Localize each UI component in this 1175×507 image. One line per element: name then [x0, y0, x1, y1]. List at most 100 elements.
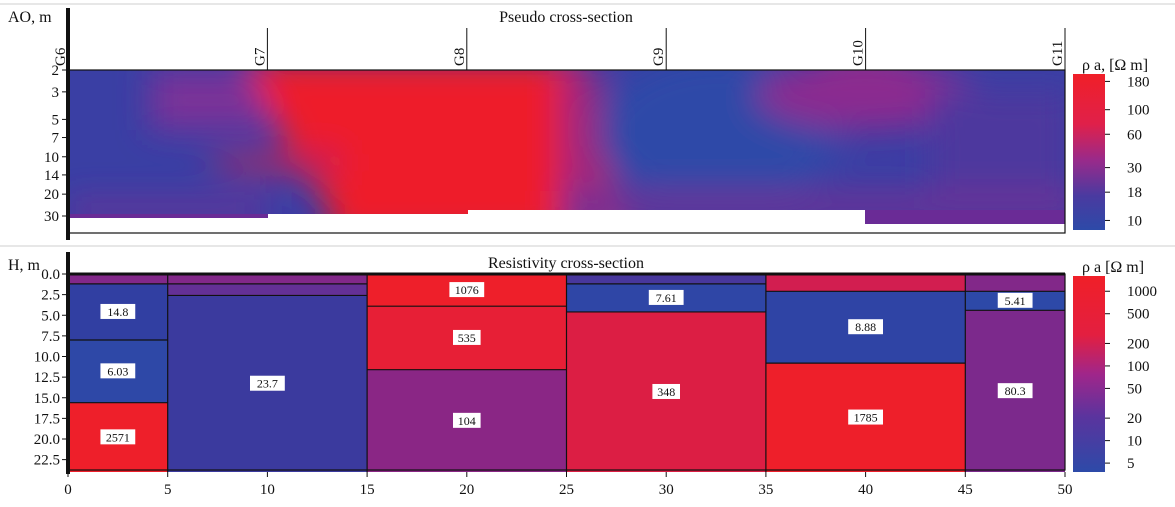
- resistivity-colorbar-tick-label: 10: [1127, 434, 1142, 450]
- layer-label-box: [250, 375, 285, 391]
- layer-label-box: [997, 292, 1033, 308]
- layer-resistivity-label: 104: [458, 414, 476, 428]
- layer-resistivity-label: 5.41: [1005, 294, 1026, 308]
- layer-resistivity-label: 23.7: [257, 377, 278, 391]
- resistivity-layer: [765, 274, 966, 292]
- layer-resistivity-label: 6.03: [107, 364, 128, 378]
- resistivity-x-tick-label: 20: [459, 482, 474, 498]
- resistivity-layer: [68, 274, 168, 284]
- layer-label-box: [453, 329, 481, 345]
- resistivity-colorbar-tick-label: 5: [1127, 456, 1135, 472]
- station-label: G11: [1050, 41, 1066, 66]
- pseudo-y-tick-label: 14: [44, 168, 60, 184]
- resistivity-colorbar-tick-label: 20: [1127, 411, 1142, 427]
- pseudo-station-labels: G6 G7 G8 G9 G10 G11: [53, 28, 1066, 70]
- station-label: G8: [452, 48, 468, 66]
- station-label: G9: [651, 48, 667, 66]
- resistivity-x-tick-label: 10: [260, 482, 275, 498]
- resistivity-y-tick-label: 0.0: [41, 267, 60, 283]
- resistivity-colorbar-tick-label: 1000: [1127, 284, 1157, 300]
- layer-label-box: [100, 429, 136, 445]
- pseudo-y-tick-label: 2: [52, 63, 60, 79]
- layer-label-box: [453, 412, 481, 428]
- layer-resistivity-label: 1076: [455, 283, 479, 297]
- layer-resistivity-label: 14.8: [107, 305, 128, 319]
- pseudo-colorbar-tick-label: 60: [1127, 127, 1142, 143]
- layer-label-box: [848, 409, 883, 425]
- layer-label-box: [652, 383, 680, 399]
- resistivity-y-tick-label: 10.0: [34, 350, 60, 366]
- resistivity-layer: [167, 283, 368, 296]
- resistivity-x-tick-label: 45: [958, 482, 973, 498]
- pseudo-colorbar-tick-label: 18: [1127, 185, 1142, 201]
- resistivity-y-tick-label: 7.5: [41, 329, 60, 345]
- layer-resistivity-label: 80.3: [1005, 384, 1026, 398]
- resistivity-colorbar-ticks: 1000 500 200 100 50 20 10 5: [1105, 284, 1157, 472]
- resistivity-x-tick-label: 15: [360, 482, 375, 498]
- resistivity-y-tick-label: 17.5: [34, 411, 60, 427]
- pseudo-colorbar-title: ρ a, [Ω m]: [1082, 57, 1148, 74]
- pseudo-colorbar-tick-label: 180: [1127, 74, 1150, 90]
- resistivity-section-panel: Resistivity cross-section H, m 14.8 6.03 2…: [0, 245, 1175, 498]
- resistivity-y-tick-label: 15.0: [34, 391, 60, 407]
- layer-resistivity-label: 535: [458, 331, 476, 345]
- resistivity-colorbar-tick-label: 100: [1127, 359, 1150, 375]
- resistivity-colorbar-tick-label: 200: [1127, 336, 1150, 352]
- resistivity-colorbar: [1073, 276, 1105, 472]
- station-label: G6: [53, 47, 69, 66]
- pseudo-y-tick-label: 20: [44, 187, 59, 203]
- resistivity-colorbar-tick-label: 500: [1127, 307, 1150, 323]
- resistivity-x-tick-label: 30: [659, 482, 674, 498]
- layer-label-box: [848, 319, 883, 335]
- station-label: G10: [851, 40, 867, 66]
- resistivity-x-tick-label: 25: [559, 482, 574, 498]
- resistivity-x-ticks: 0 5 10 15 20 25 30 35 40 45 50: [64, 472, 1073, 498]
- resistivity-layer: [167, 274, 368, 284]
- pseudo-heatmap: [68, 70, 1065, 240]
- layer-label-box: [100, 303, 136, 319]
- resistivity-colorbar-title: ρ a [Ω m]: [1082, 259, 1144, 276]
- resistivity-layer: [566, 274, 766, 284]
- pseudo-y-ticks: 2 3 5 7 10 14 20 30: [44, 63, 68, 225]
- station-label: G7: [252, 47, 268, 66]
- resistivity-x-tick-label: 35: [758, 482, 773, 498]
- resistivity-x-tick-label: 40: [858, 482, 873, 498]
- resistivity-y-axis-label: H, m: [8, 257, 41, 274]
- pseudo-y-axis-label: AO, m: [8, 9, 52, 26]
- layer-label-box: [648, 289, 684, 305]
- resistivity-layer: [965, 274, 1065, 292]
- pseudo-colorbar-tick-label: 30: [1127, 161, 1142, 177]
- pseudo-colorbar: [1073, 74, 1105, 230]
- layer-resistivity-label: 8.88: [855, 320, 876, 334]
- resistivity-colorbar-tick-label: 50: [1127, 381, 1142, 397]
- resistivity-x-tick-label: 0: [64, 482, 72, 498]
- pseudo-y-tick-label: 10: [44, 150, 59, 166]
- pseudo-y-tick-label: 5: [52, 112, 60, 128]
- layer-resistivity-label: 348: [657, 385, 675, 399]
- layer-label-box: [997, 383, 1033, 399]
- layer-resistivity-label: 1785: [854, 411, 878, 425]
- layer-label-box: [449, 282, 485, 298]
- pseudo-y-tick-label: 30: [44, 209, 59, 225]
- resistivity-y-tick-label: 5.0: [41, 308, 60, 324]
- pseudo-y-tick-label: 3: [52, 85, 60, 101]
- pseudo-y-tick-label: 7: [52, 131, 60, 147]
- layer-label-box: [100, 363, 136, 379]
- resistivity-y-ticks: 0.0 2.5 5.0 7.5 10.0 12.5 15.0 17.5 20.0 22.5: [34, 267, 68, 469]
- resistivity-layer-labels: 14.8 6.03 2571 23.7 1076 535 104 7.61 348 8.88 178…: [100, 282, 1033, 445]
- resistivity-title: Resistivity cross-section: [488, 255, 644, 272]
- resistivity-layers: [68, 274, 1065, 472]
- resistivity-y-tick-label: 12.5: [34, 370, 60, 386]
- layer-resistivity-label: 2571: [106, 430, 130, 444]
- pseudo-section-panel: Pseudo cross-section AO, m: [0, 3, 1175, 240]
- layer-resistivity-label: 7.61: [656, 291, 677, 305]
- pseudo-title: Pseudo cross-section: [499, 9, 633, 26]
- resistivity-x-tick-label: 5: [164, 482, 172, 498]
- resistivity-y-tick-label: 22.5: [34, 453, 60, 469]
- resistivity-y-tick-label: 20.0: [34, 432, 60, 448]
- pseudo-colorbar-tick-label: 10: [1127, 213, 1142, 229]
- pseudo-colorbar-ticks: 180 100 60 30 18 10: [1105, 74, 1150, 229]
- resistivity-x-tick-label: 50: [1058, 482, 1073, 498]
- resistivity-y-tick-label: 2.5: [41, 288, 60, 304]
